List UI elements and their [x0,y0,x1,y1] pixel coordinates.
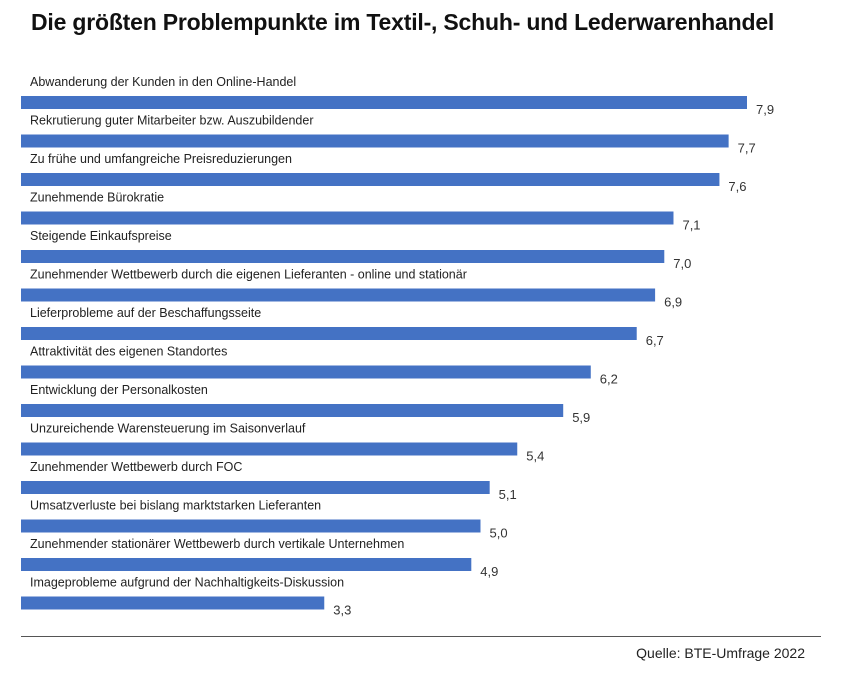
category-label: Abwanderung der Kunden in den Online-Han… [30,75,296,89]
category-label: Zunehmender Wettbewerb durch FOC [30,460,242,474]
bar [21,96,747,109]
category-label: Unzureichende Warensteuerung im Saisonve… [30,422,306,436]
category-label: Zunehmende Bürokratie [30,191,164,205]
value-label: 5,9 [572,410,590,425]
value-label: 7,9 [756,102,774,117]
bar [21,327,637,340]
value-label: 5,4 [526,449,544,464]
category-label: Rekrutierung guter Mitarbeiter bzw. Ausz… [30,114,313,128]
value-label: 5,1 [499,487,517,502]
value-label: 7,7 [738,141,756,156]
value-label: 4,9 [480,564,498,579]
category-label: Lieferprobleme auf der Beschaffungsseite [30,306,261,320]
bar [21,365,591,379]
category-label: Umsatzverluste bei bislang marktstarken … [30,499,321,513]
bar [21,250,665,263]
value-label: 7,6 [728,179,746,194]
category-label: Zunehmender stationärer Wettbewerb durch… [30,537,404,551]
bar [21,134,729,148]
category-label: Imageprobleme aufgrund der Nachhaltigkei… [30,576,344,590]
bar [21,288,656,302]
bar [21,596,325,610]
category-label: Zu frühe und umfangreiche Preisreduzieru… [30,152,292,166]
bar [21,211,674,225]
bar [21,519,481,533]
bar [21,404,564,417]
value-label: 7,0 [673,256,691,271]
source-note: Quelle: BTE-Umfrage 2022 [636,645,805,661]
value-label: 3,3 [333,603,351,618]
category-label: Steigende Einkaufspreise [30,229,172,243]
value-label: 6,2 [600,372,618,387]
category-label: Zunehmender Wettbewerb durch die eigenen… [30,268,467,282]
value-label: 7,1 [682,218,700,233]
category-label: Entwicklung der Personalkosten [30,383,208,397]
footer-divider [21,636,821,637]
bar [21,442,518,456]
value-label: 5,0 [489,526,507,541]
value-label: 6,7 [646,333,664,348]
bar [21,173,720,186]
chart-title: Die größten Problempunkte im Textil-, Sc… [31,9,775,35]
bar [21,481,490,494]
bar [21,558,472,571]
category-label: Attraktivität des eigenen Standortes [30,345,227,359]
value-label: 6,9 [664,295,682,310]
